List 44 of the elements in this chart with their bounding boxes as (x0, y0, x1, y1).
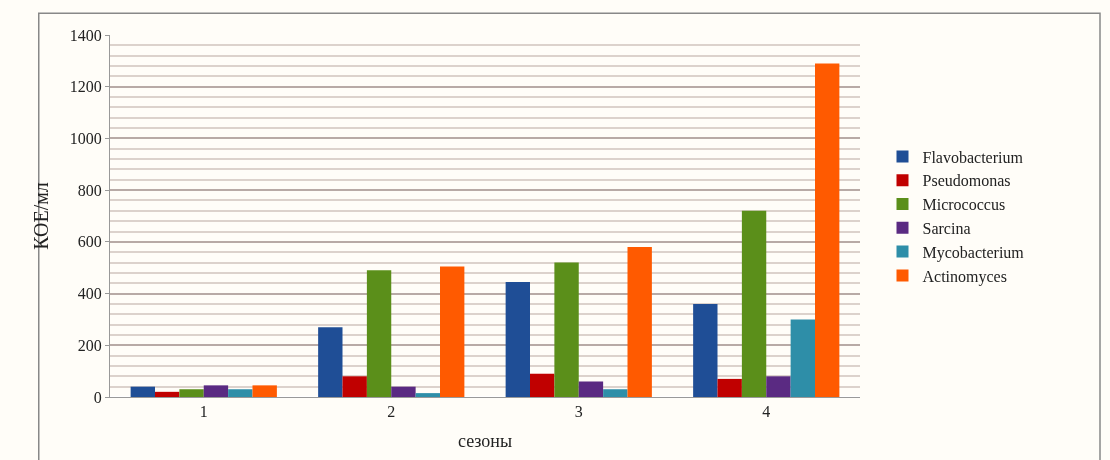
x-tick-label: 4 (762, 403, 771, 421)
bar (155, 391, 180, 397)
bar (179, 389, 204, 397)
bar (554, 262, 579, 397)
legend-label: Micrococcus (922, 196, 1006, 214)
bar (130, 386, 155, 397)
bar (505, 281, 530, 397)
legend-label: Sarcina (922, 220, 971, 238)
legend-label: Flavobacterium (922, 148, 1024, 166)
bar (627, 247, 652, 397)
y-tick-label: 200 (77, 336, 102, 354)
bar (440, 266, 465, 397)
bar (318, 327, 343, 397)
x-tick-label: 3 (574, 403, 583, 421)
bar (203, 385, 229, 397)
y-tick-label: 600 (77, 233, 102, 251)
y-axis-title: КОЕ/мл (30, 182, 53, 250)
bar (228, 389, 253, 397)
bar (790, 319, 815, 397)
y-tick-label: 1200 (69, 78, 102, 96)
bar (530, 373, 555, 397)
bar (693, 303, 718, 397)
bar (741, 210, 767, 397)
bar (342, 376, 367, 397)
bar (366, 270, 392, 397)
bar (815, 63, 840, 397)
legend-label: Pseudomonas (922, 172, 1011, 190)
legend-label: Actinomyces (922, 267, 1007, 286)
bar (603, 389, 628, 397)
bar (766, 376, 791, 397)
y-tick-label: 1400 (69, 26, 102, 44)
bar (578, 381, 604, 397)
bar (391, 386, 416, 397)
bar (717, 378, 742, 397)
x-tick-label: 1 (199, 403, 208, 421)
y-tick-label: 400 (77, 285, 102, 303)
bar (252, 385, 277, 397)
x-tick-label: 2 (387, 403, 396, 421)
y-tick-label: 800 (77, 181, 102, 199)
y-tick-label: 1000 (69, 130, 102, 148)
x-axis-title: сезоны (457, 431, 513, 452)
y-tick-label: 0 (93, 388, 102, 406)
bar (415, 393, 440, 397)
legend-label: Mycobacterium (922, 243, 1025, 262)
